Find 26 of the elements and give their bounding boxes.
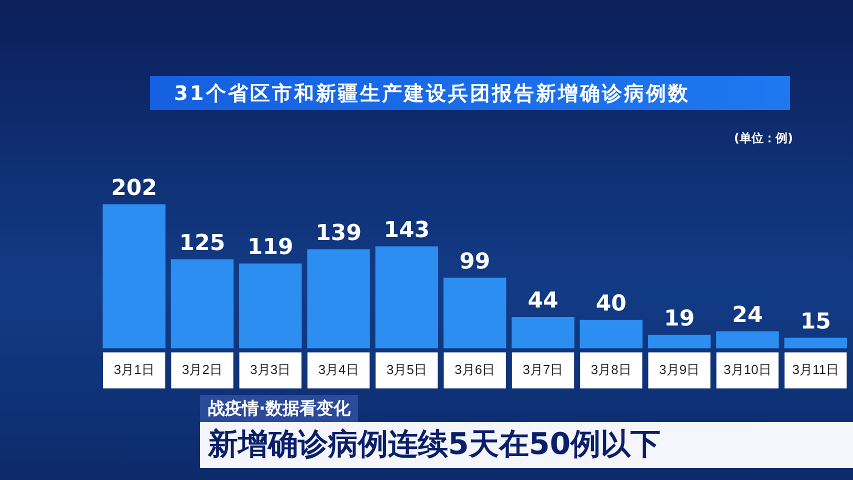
x-tick-label: 3月6日: [454, 362, 496, 377]
data-label: 99: [460, 249, 490, 274]
y-axis-title: (单位：例): [734, 130, 793, 147]
data-label: 19: [664, 306, 695, 332]
data-label: 24: [732, 302, 763, 328]
chart-title: 31个省区市和新疆生产建设兵团报告新增确诊病例数: [150, 76, 790, 110]
text: 新增确诊病例连续5天在50例以下: [200, 422, 853, 468]
x-tick-label: 3月2日: [182, 362, 222, 377]
x-tick-label: 3月4日: [318, 362, 359, 377]
x-tick-label: 3月1日: [114, 362, 154, 377]
data-label: 15: [800, 309, 831, 334]
data-label: 202: [111, 176, 158, 201]
data-label: 143: [384, 218, 430, 244]
x-tick-label: 3月11日: [792, 362, 840, 377]
x-tick-label: 3月8日: [590, 362, 632, 377]
x-tick-label: 3月10日: [724, 362, 772, 377]
data-label: 40: [596, 292, 626, 317]
data-label: 119: [247, 235, 294, 260]
data-label: 125: [179, 230, 226, 256]
text: 战疫情·数据看变化: [200, 395, 358, 422]
data-label: 139: [316, 220, 362, 246]
x-tick-label: 3月7日: [522, 362, 564, 377]
x-tick-label: 3月9日: [659, 362, 700, 377]
x-tick-label: 3月3日: [250, 362, 291, 377]
x-tick-label: 3月5日: [386, 362, 427, 377]
data-label: 44: [528, 288, 558, 314]
